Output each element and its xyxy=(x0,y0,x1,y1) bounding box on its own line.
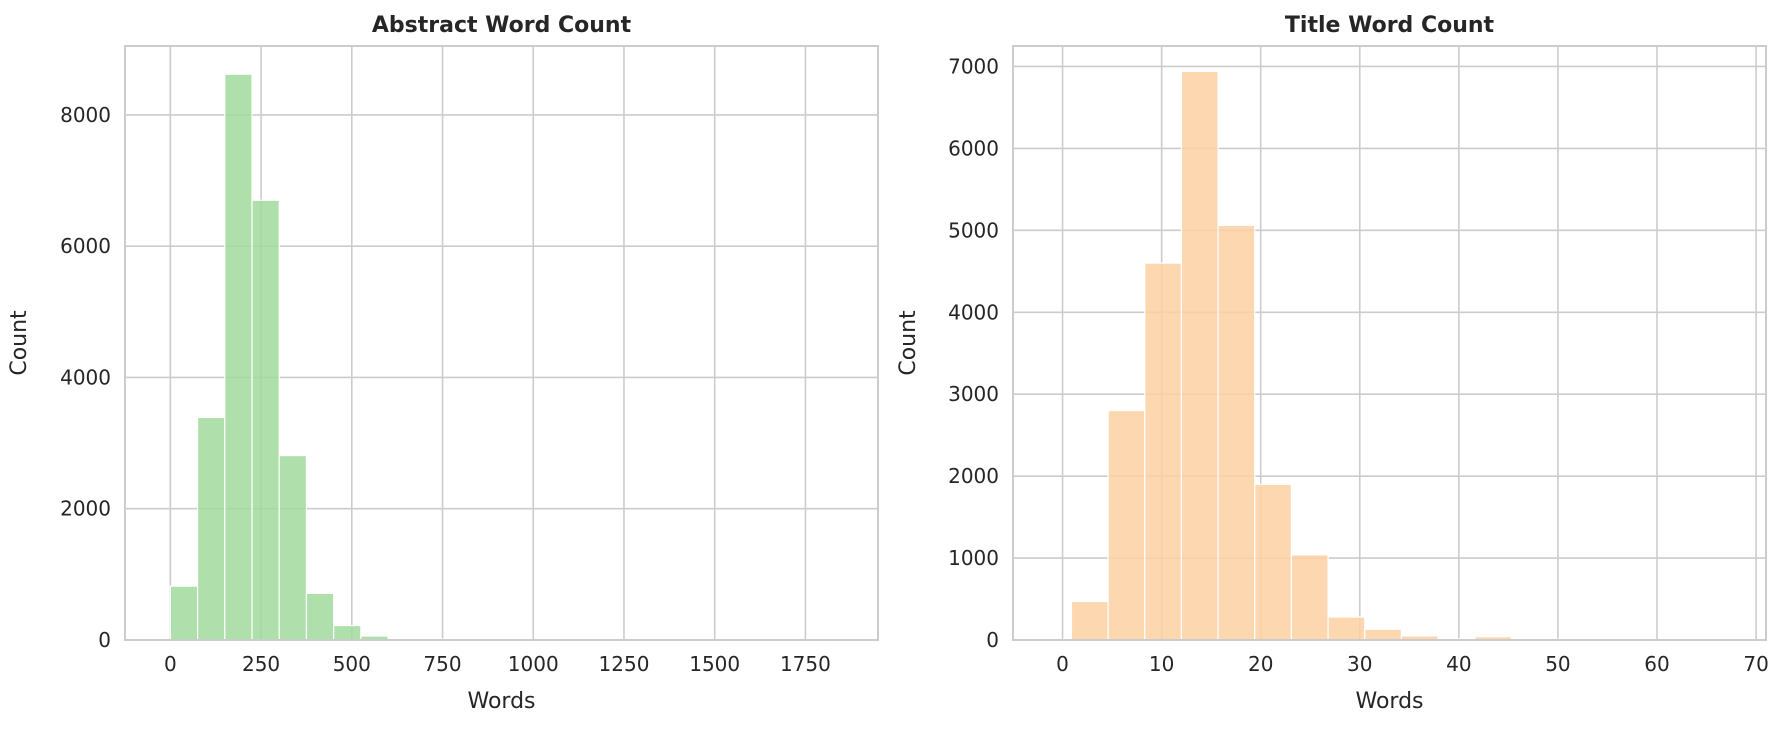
abstract-histogram-bar xyxy=(224,73,253,641)
abstract-plot-frame xyxy=(124,45,879,641)
abstract-y-axis-label: Count xyxy=(7,310,32,376)
abstract-histogram-bar xyxy=(333,624,362,641)
title-histogram-bar xyxy=(1254,483,1293,641)
title-x-tick-labels: 0 10 20 30 40 50 60 70 xyxy=(1056,652,1769,676)
title-x-tick-label: 70 xyxy=(1743,652,1768,676)
title-x-tick-label: 30 xyxy=(1347,652,1372,676)
title-y-tick-label: 7000 xyxy=(948,54,999,78)
abstract-bars xyxy=(151,73,852,641)
abstract-y-tick-labels: 0 2000 4000 6000 8000 xyxy=(60,103,111,652)
abstract-x-tick-label: 1250 xyxy=(599,652,650,676)
title-bars xyxy=(1047,70,1742,641)
abstract-x-tick-label: 500 xyxy=(333,652,371,676)
title-histogram-bar xyxy=(1070,600,1109,641)
title-x-tick-label: 60 xyxy=(1644,652,1669,676)
abstract-y-tick-label: 6000 xyxy=(60,234,111,258)
title-histogram-bar xyxy=(1144,262,1183,641)
abstract-x-tick-label: 0 xyxy=(164,652,177,676)
title-y-tick-label: 3000 xyxy=(948,382,999,406)
title-histogram-bar xyxy=(1217,224,1256,641)
abstract-x-tick-label: 250 xyxy=(242,652,280,676)
title-x-tick-label: 50 xyxy=(1545,652,1570,676)
title-y-tick-label: 2000 xyxy=(948,464,999,488)
abstract-histogram-bar xyxy=(305,592,335,641)
title-x-tick-label: 40 xyxy=(1446,652,1471,676)
title-histogram-bar xyxy=(1180,70,1219,641)
title-chart-title: Title Word Count xyxy=(1285,13,1495,38)
abstract-histogram-bar xyxy=(278,454,308,641)
abstract-chart-title: Abstract Word Count xyxy=(372,13,632,38)
abstract-histogram-bar xyxy=(169,585,199,641)
title-x-tick-label: 0 xyxy=(1056,652,1069,676)
abstract-y-tick-label: 0 xyxy=(98,628,111,652)
title-word-count-chart: 0 10 20 30 40 50 60 70 0 1000 2000 3000 4000 5000 600… xyxy=(896,13,1769,714)
title-x-tick-label: 20 xyxy=(1248,652,1273,676)
title-y-tick-label: 4000 xyxy=(948,300,999,324)
title-y-tick-label: 0 xyxy=(986,628,999,652)
abstract-y-tick-label: 8000 xyxy=(60,103,111,127)
abstract-x-tick-label: 1750 xyxy=(780,652,831,676)
title-x-tick-label: 10 xyxy=(1149,652,1174,676)
abstract-x-tick-label: 1500 xyxy=(689,652,740,676)
abstract-x-axis-label: Words xyxy=(467,689,535,714)
abstract-histogram-bar xyxy=(251,199,280,641)
title-x-axis-label: Words xyxy=(1355,689,1423,714)
title-y-tick-label: 6000 xyxy=(948,136,999,160)
title-y-tick-label: 1000 xyxy=(948,546,999,570)
abstract-x-tick-label: 1000 xyxy=(508,652,559,676)
title-histogram-bar xyxy=(1364,628,1402,641)
title-y-tick-labels: 0 1000 2000 3000 4000 5000 6000 7000 xyxy=(948,54,999,652)
title-plot-frame xyxy=(1012,45,1767,641)
title-histogram-bar xyxy=(1290,554,1329,641)
title-histogram-bar xyxy=(1327,616,1366,641)
title-y-tick-label: 5000 xyxy=(948,218,999,242)
abstract-histogram-bar xyxy=(196,416,226,641)
title-y-axis-label: Count xyxy=(896,310,921,376)
title-histogram-bar xyxy=(1107,409,1146,641)
abstract-word-count-chart: 0 250 500 750 1000 1250 1500 1750 0 2000 4000 6000… xyxy=(7,13,879,714)
abstract-y-tick-label: 4000 xyxy=(60,365,111,389)
abstract-x-tick-label: 750 xyxy=(423,652,461,676)
abstract-y-tick-label: 2000 xyxy=(60,497,111,521)
abstract-x-tick-labels: 0 250 500 750 1000 1250 1500 1750 xyxy=(164,652,831,676)
